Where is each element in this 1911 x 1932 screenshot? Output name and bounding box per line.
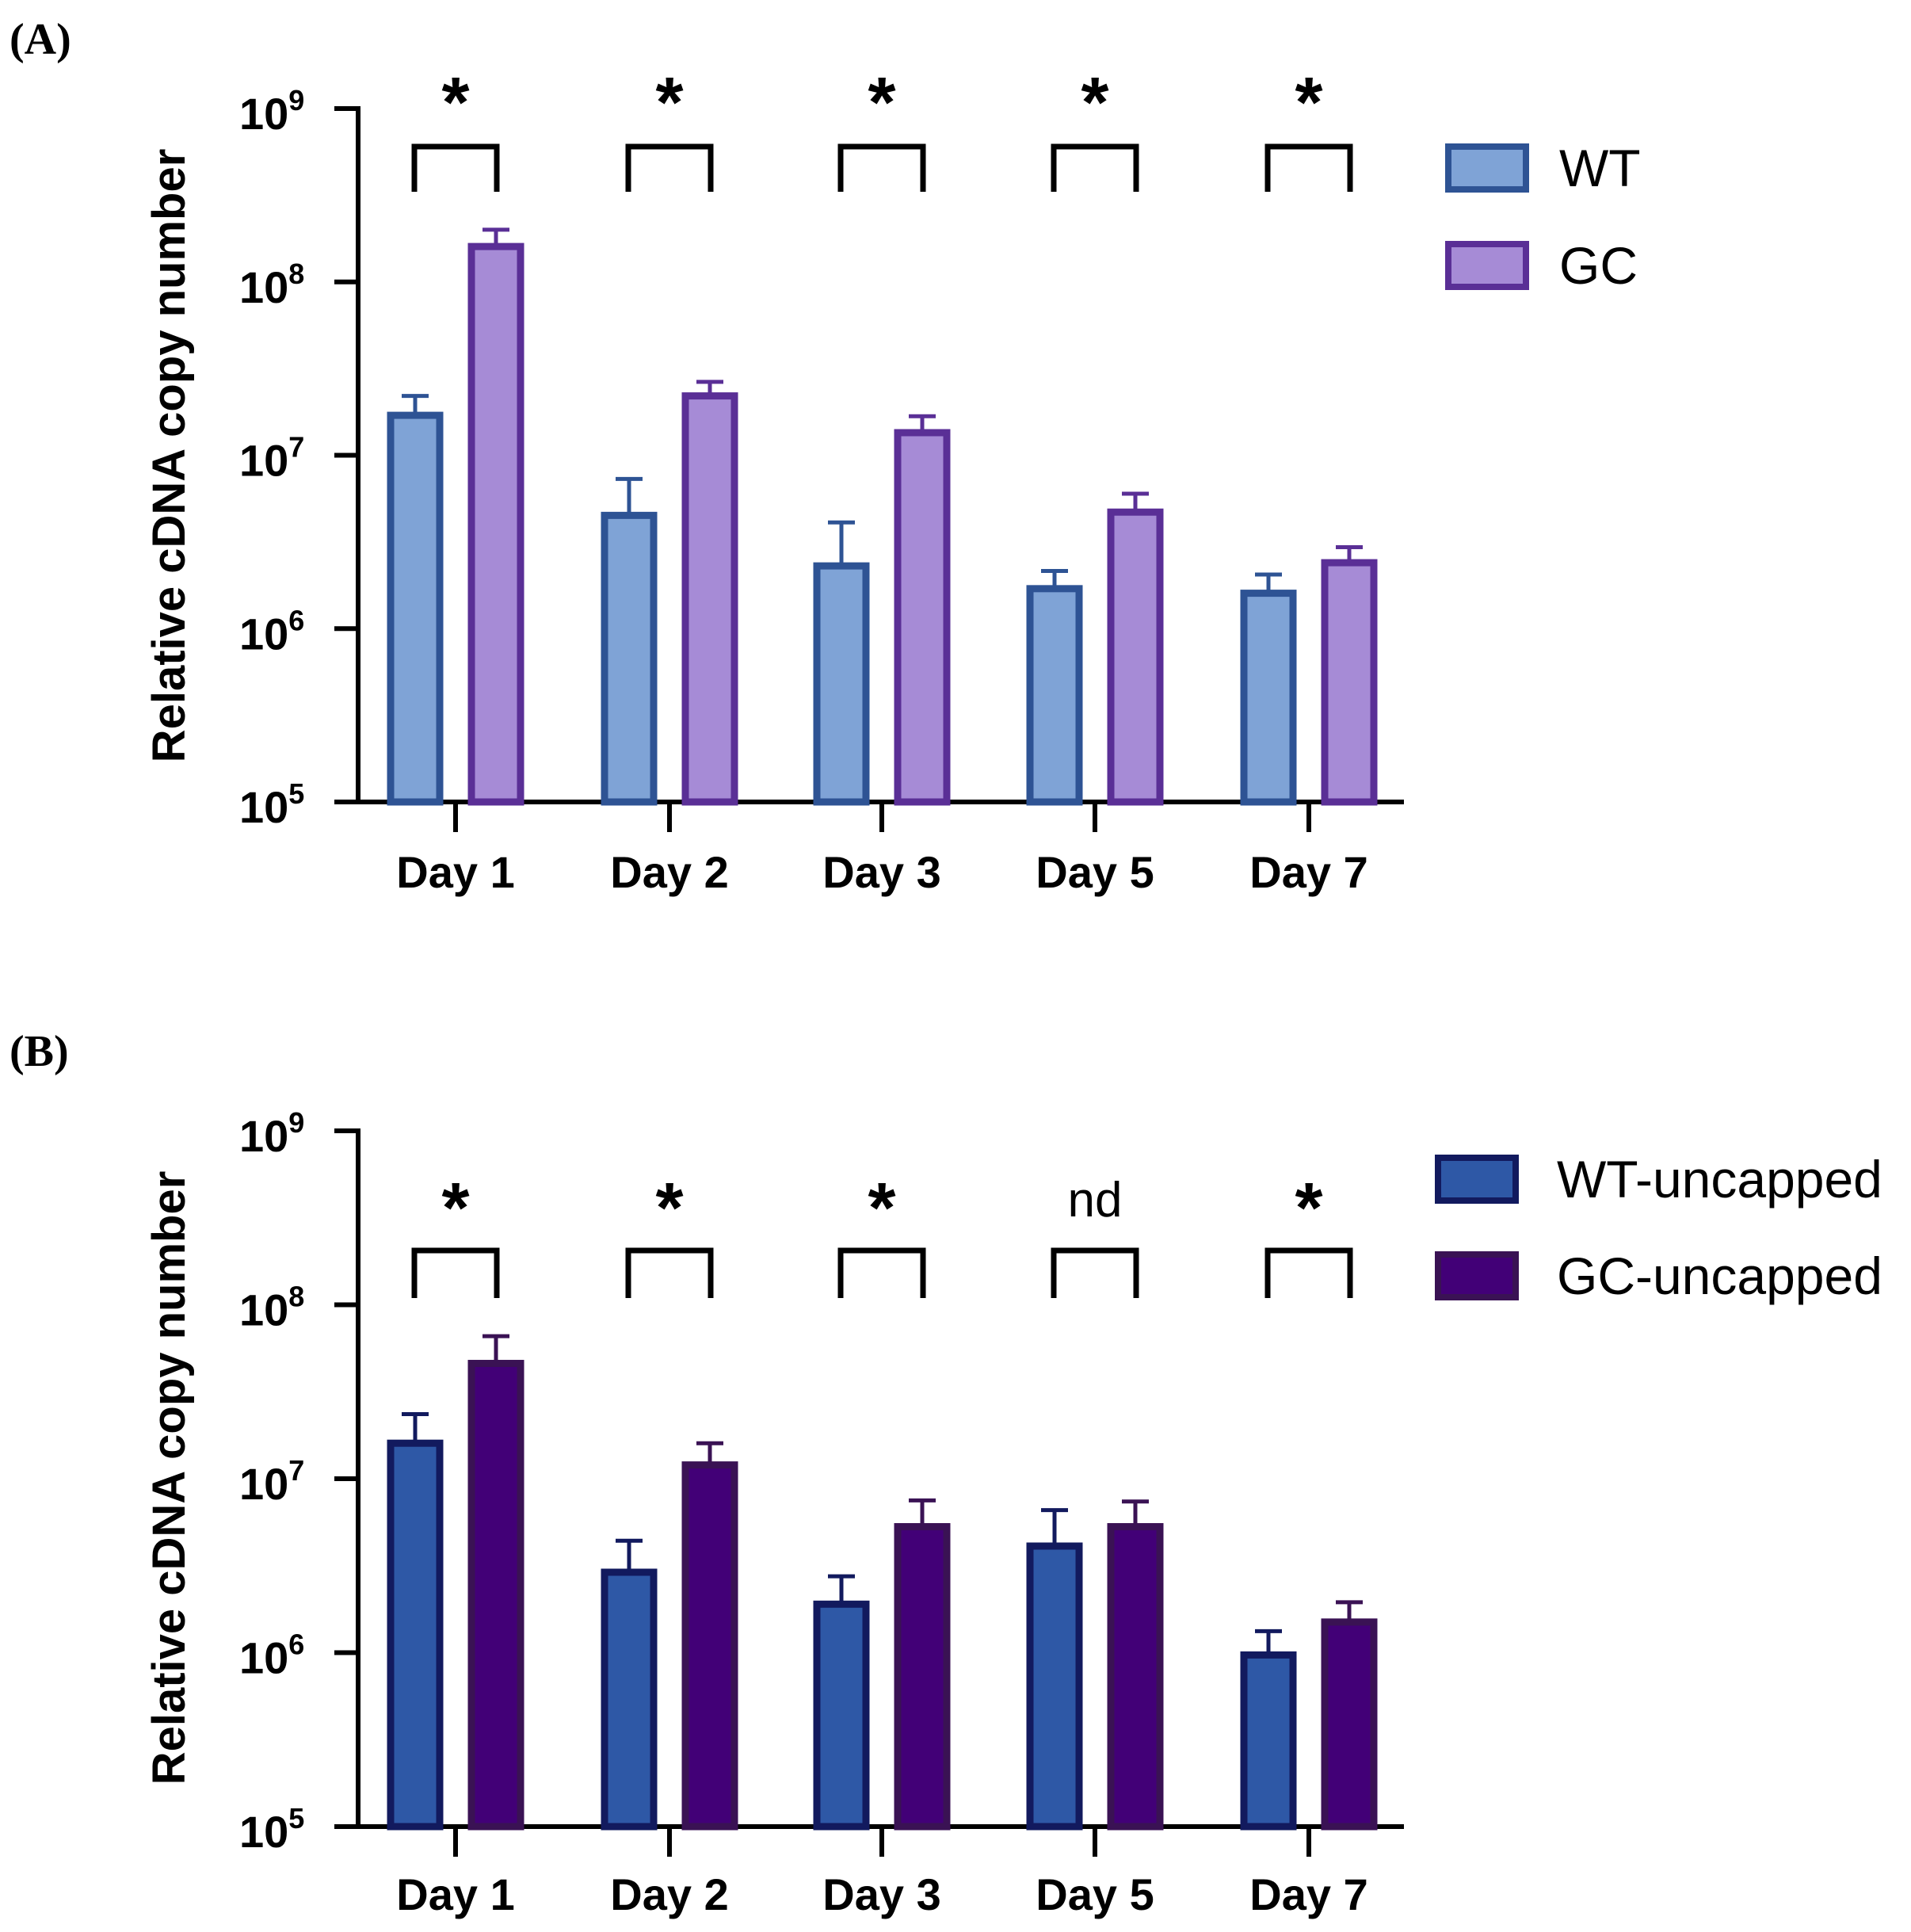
bar-wt — [1026, 585, 1083, 806]
y-tick-label: 105 — [239, 1802, 304, 1857]
bar-gc-uncapped — [1107, 1523, 1164, 1831]
legend-swatch — [1435, 1155, 1519, 1204]
x-tick-label: Day 2 — [610, 1869, 728, 1919]
y-axis-title: Relative cDNA copy number — [143, 1171, 195, 1785]
significance-marker: * — [1295, 1169, 1322, 1248]
bar-gc — [1107, 508, 1164, 806]
significance-marker: * — [441, 1169, 469, 1248]
x-tick-label: Day 3 — [822, 847, 940, 897]
x-tick-label: Day 3 — [822, 1869, 940, 1919]
y-tick-label: 109 — [239, 1106, 304, 1161]
y-axis-title: Relative cDNA copy number — [143, 149, 195, 763]
significance-marker: * — [868, 1169, 895, 1248]
significance-bracket — [1051, 1247, 1139, 1298]
panel-label: (B) — [10, 1027, 69, 1076]
significance-bracket — [1264, 143, 1353, 192]
bar-wt — [813, 562, 870, 806]
panel-label: (A) — [10, 15, 71, 64]
legend-label: GC — [1559, 236, 1638, 295]
significance-marker: * — [655, 1169, 683, 1248]
bar-wt-uncapped — [1026, 1542, 1083, 1831]
bar-gc-uncapped — [467, 1360, 524, 1831]
bar-gc — [894, 429, 951, 806]
significance-bracket — [625, 143, 714, 192]
significance-marker: * — [1295, 63, 1322, 143]
x-tick-label: Day 1 — [396, 847, 514, 897]
legend-label: WT — [1559, 139, 1641, 197]
bar-gc — [1321, 559, 1378, 806]
x-tick-label: Day 7 — [1249, 847, 1367, 897]
bar-wt — [601, 511, 658, 806]
legend-swatch — [1445, 143, 1529, 193]
y-tick-label: 106 — [239, 604, 304, 659]
bar-gc-uncapped — [681, 1461, 738, 1831]
bar-gc-uncapped — [1321, 1618, 1378, 1831]
significance-marker: nd — [1068, 1173, 1123, 1228]
chart-panel-b: (B) Relative cDNA copy number 105 106 107 108… — [10, 1027, 1882, 1919]
x-tick-label: Day 5 — [1036, 847, 1154, 897]
bar-wt-uncapped — [601, 1568, 658, 1831]
y-tick-label: 106 — [239, 1628, 304, 1683]
significance-bracket — [837, 143, 926, 192]
y-tick-label: 107 — [239, 1454, 304, 1509]
x-tick-label: Day 1 — [396, 1869, 514, 1919]
significance-marker: * — [441, 63, 469, 143]
bar-wt-uncapped — [387, 1439, 444, 1831]
y-tick-label: 109 — [239, 84, 304, 139]
bar-gc — [467, 242, 524, 806]
y-tick-label: 108 — [239, 258, 304, 312]
y-tick-label: 107 — [239, 431, 304, 486]
significance-bracket — [1264, 1247, 1353, 1298]
y-tick-label: 105 — [239, 777, 304, 832]
significance-bracket — [837, 1247, 926, 1298]
bar-wt — [1240, 590, 1297, 806]
bar-wt-uncapped — [813, 1600, 870, 1831]
significance-bracket — [411, 1247, 500, 1298]
significance-marker: * — [868, 63, 895, 143]
bar-wt — [387, 411, 444, 806]
significance-bracket — [1051, 143, 1139, 192]
legend-swatch — [1445, 241, 1529, 290]
legend-label: WT-uncapped — [1557, 1150, 1882, 1208]
chart-panel-a: (A) Relative cDNA copy number 105 106 107 108… — [10, 15, 1641, 897]
bar-gc-uncapped — [894, 1523, 951, 1831]
x-tick-label: Day 5 — [1036, 1869, 1154, 1919]
significance-marker: * — [1081, 63, 1108, 143]
significance-marker: * — [655, 63, 683, 143]
bar-wt-uncapped — [1240, 1651, 1297, 1831]
legend-label: GC-uncapped — [1557, 1247, 1882, 1305]
bar-gc — [681, 392, 738, 806]
x-tick-label: Day 2 — [610, 847, 728, 897]
significance-bracket — [625, 1247, 714, 1298]
legend-swatch — [1435, 1251, 1519, 1300]
significance-bracket — [411, 143, 500, 192]
x-tick-label: Day 7 — [1249, 1869, 1367, 1919]
y-tick-label: 108 — [239, 1281, 304, 1335]
